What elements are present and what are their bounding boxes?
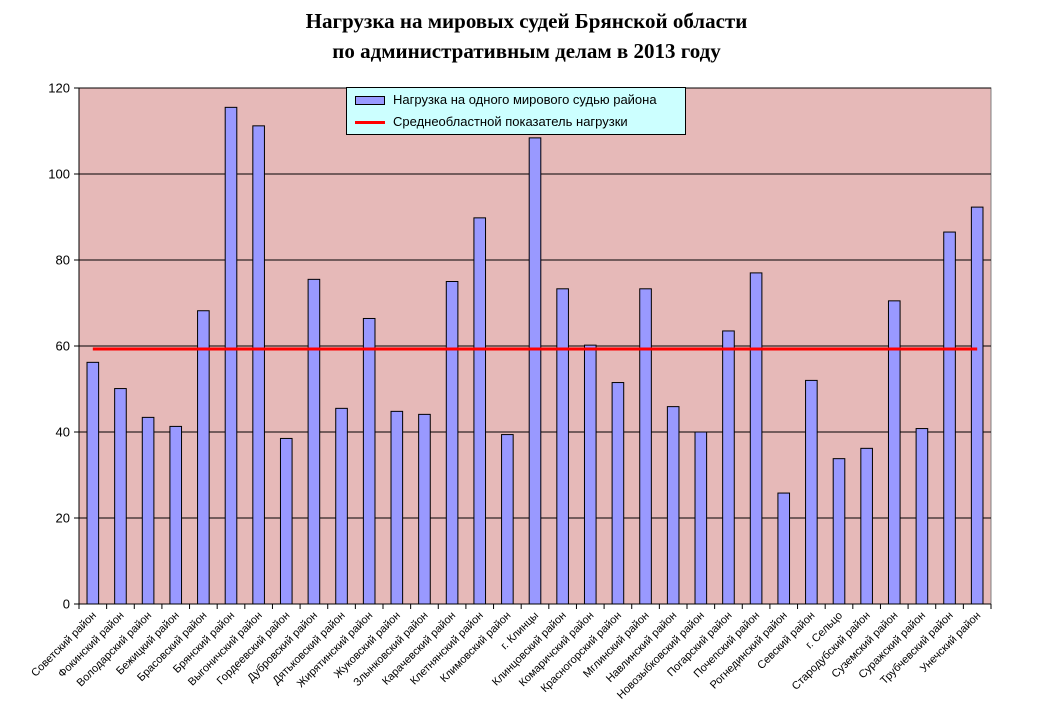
- bar: [252, 125, 265, 605]
- y-tick-label: 100: [48, 167, 70, 182]
- bar: [362, 317, 376, 605]
- bar: [279, 437, 293, 605]
- bar: [777, 492, 791, 605]
- bar: [141, 416, 155, 605]
- bar: [307, 278, 321, 605]
- chart-title-line1: Нагрузка на мировых судей Брянской облас…: [305, 9, 748, 33]
- bar: [943, 231, 956, 605]
- bar: [970, 206, 984, 605]
- bar: [169, 425, 183, 605]
- bar: [887, 300, 901, 605]
- legend-item-bars: Нагрузка на одного мирового судью района: [355, 90, 657, 110]
- legend: Нагрузка на одного мирового судью района…: [346, 87, 686, 135]
- bar: [832, 458, 846, 605]
- chart-title: Нагрузка на мировых судей Брянской облас…: [0, 6, 1053, 66]
- bar: [335, 407, 348, 605]
- y-tick-label: 40: [56, 425, 70, 440]
- bar: [556, 288, 569, 605]
- bar: [197, 310, 210, 605]
- y-tick-label: 80: [56, 253, 70, 268]
- bar: [749, 272, 763, 605]
- bar: [611, 382, 625, 605]
- y-tick-label: 0: [63, 597, 70, 612]
- bar: [86, 361, 100, 605]
- bar: [473, 217, 487, 605]
- y-tick-label: 120: [48, 81, 70, 96]
- bar: [722, 330, 735, 605]
- bar: [418, 413, 431, 605]
- bar: [224, 106, 238, 605]
- bar: [639, 288, 652, 605]
- bar: [390, 410, 404, 605]
- bar: [528, 137, 542, 605]
- bar: [445, 281, 459, 605]
- bar: [915, 428, 929, 605]
- chart-title-line2: по административным делам в 2013 году: [332, 39, 721, 63]
- bar: [583, 344, 597, 605]
- legend-swatch-bar: [355, 96, 385, 106]
- y-tick-label: 20: [56, 511, 70, 526]
- bar: [114, 388, 127, 605]
- y-axis: 0 20 40 60 80 100 120: [48, 81, 80, 612]
- legend-swatch-line: [355, 121, 385, 125]
- bar: [694, 431, 708, 605]
- bar: [805, 379, 818, 605]
- legend-label-line: Среднеобластной показатель нагрузки: [393, 114, 628, 129]
- legend-label-bars: Нагрузка на одного мирового судью района: [393, 92, 657, 107]
- legend-item-line: Среднеобластной показатель нагрузки: [355, 112, 628, 132]
- bar: [666, 406, 680, 605]
- bar: [860, 447, 873, 605]
- y-tick-label: 60: [56, 339, 70, 354]
- bar: [501, 434, 514, 605]
